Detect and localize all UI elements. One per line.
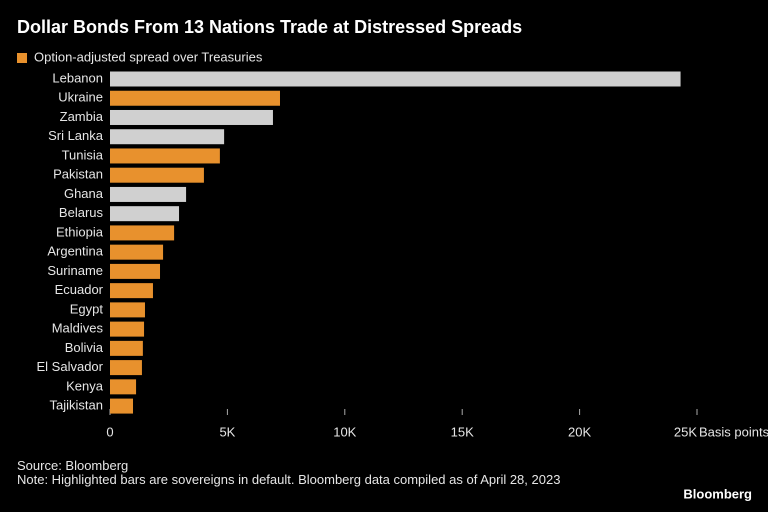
bar — [110, 263, 161, 279]
bar — [110, 302, 145, 318]
bar — [110, 167, 204, 183]
bar — [110, 90, 280, 106]
y-tick-label: Tunisia — [62, 147, 104, 162]
y-tick-label: Ecuador — [55, 282, 104, 297]
bar — [110, 225, 175, 241]
logo: Bloomberg — [683, 486, 752, 501]
y-tick-label: Suriname — [47, 263, 103, 278]
bar — [110, 360, 142, 376]
x-axis-label: Basis points — [699, 424, 768, 439]
x-tick-label: 15K — [451, 424, 474, 439]
y-tick-label: Sri Lanka — [48, 128, 104, 143]
y-tick-label: Ghana — [64, 186, 104, 201]
y-tick-label: Tajikistan — [50, 398, 103, 413]
y-tick-label: Ethiopia — [56, 224, 104, 239]
x-tick-label: 0 — [106, 424, 113, 439]
bar — [110, 283, 153, 299]
x-tick-label: 25K — [674, 424, 697, 439]
y-tick-label: Belarus — [59, 205, 104, 220]
bar — [110, 186, 187, 202]
chart-title: Dollar Bonds From 13 Nations Trade at Di… — [17, 17, 522, 37]
legend-label: Option-adjusted spread over Treasuries — [34, 49, 263, 64]
y-tick-label: Zambia — [60, 109, 104, 124]
note: Note: Highlighted bars are sovereigns in… — [17, 472, 561, 487]
y-tick-label: Ukraine — [58, 90, 103, 105]
bar — [110, 129, 225, 145]
bar — [110, 206, 180, 222]
legend-swatch — [17, 53, 27, 63]
x-tick-label: 5K — [219, 424, 235, 439]
y-tick-label: Kenya — [66, 378, 104, 393]
bar — [110, 321, 145, 337]
y-tick-label: Argentina — [47, 244, 103, 259]
bar — [110, 148, 220, 164]
x-tick-label: 20K — [568, 424, 591, 439]
bar — [110, 340, 143, 356]
bar — [110, 398, 134, 414]
bar — [110, 71, 681, 87]
bar — [110, 109, 273, 125]
y-tick-label: Lebanon — [52, 70, 103, 85]
bar — [110, 244, 164, 260]
y-tick-label: Maldives — [52, 321, 104, 336]
y-tick-label: Pakistan — [53, 167, 103, 182]
source: Source: Bloomberg — [17, 458, 129, 473]
y-tick-label: Bolivia — [65, 340, 104, 355]
y-tick-label: Egypt — [70, 301, 104, 316]
bar — [110, 379, 137, 395]
x-tick-label: 10K — [333, 424, 356, 439]
y-tick-label: El Salvador — [37, 359, 104, 374]
